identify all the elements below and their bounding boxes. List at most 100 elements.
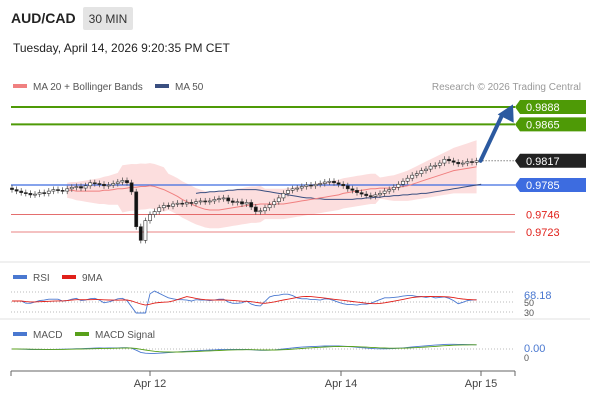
candle-50 xyxy=(240,198,244,207)
candle-81 xyxy=(382,188,387,197)
candle-47 xyxy=(226,194,231,204)
rsi-legend-label: RSI xyxy=(33,273,50,284)
rsi-last-value: 68.18 xyxy=(524,290,552,302)
candle-22 xyxy=(111,180,116,189)
level-tag-4: 0.9746 xyxy=(526,210,560,222)
candle-25 xyxy=(125,177,129,186)
ma50-legend-label: MA 50 xyxy=(175,82,204,93)
candle-36 xyxy=(175,200,180,207)
level-tag-2: 0.9817 xyxy=(515,153,586,168)
candle-35 xyxy=(171,200,175,210)
candle-12 xyxy=(65,185,70,195)
candle-98 xyxy=(460,160,465,167)
candle-37 xyxy=(180,200,185,207)
candle-97 xyxy=(456,159,461,167)
candle-19 xyxy=(97,180,102,188)
candle-42 xyxy=(203,197,208,205)
price-levels xyxy=(11,106,515,233)
x-tick-label-1: Apr 14 xyxy=(325,378,357,390)
level-tag-1: 0.9865 xyxy=(515,117,586,132)
macd-signal-legend-label: MACD Signal xyxy=(95,330,155,341)
candle-24 xyxy=(120,177,125,186)
ma20-line xyxy=(67,166,477,211)
candle-26 xyxy=(129,179,134,195)
candle-17 xyxy=(88,179,93,189)
candle-59 xyxy=(281,190,286,201)
candle-54 xyxy=(258,207,263,215)
candle-57 xyxy=(272,198,277,208)
rsi-ma-legend-label: 9MA xyxy=(82,273,103,284)
candle-65 xyxy=(309,182,313,189)
macd-last-value: 0.00 xyxy=(524,343,545,355)
timeframe-badge[interactable]: 30 MIN xyxy=(83,7,133,30)
candle-44 xyxy=(212,196,217,204)
pair-title: AUD/CAD xyxy=(11,10,76,26)
candle-4 xyxy=(28,190,33,198)
candle-9 xyxy=(51,186,56,195)
level-tag-5: 0.9723 xyxy=(526,227,560,239)
candle-93 xyxy=(437,160,442,169)
candle-99 xyxy=(465,158,470,167)
candle-87 xyxy=(410,172,415,182)
candle-31 xyxy=(152,208,157,218)
candle-90 xyxy=(424,166,428,174)
candle-55 xyxy=(263,204,267,214)
candle-69 xyxy=(327,178,332,186)
candle-71 xyxy=(336,179,341,188)
candle-27 xyxy=(134,188,139,230)
candle-49 xyxy=(235,198,240,206)
candle-40 xyxy=(194,198,198,207)
level-tag-text-4: 0.9746 xyxy=(526,210,560,222)
candle-83 xyxy=(391,184,396,193)
macd-legend-label: MACD xyxy=(33,330,62,341)
candle-84 xyxy=(396,181,401,191)
ma50-legend-swatch xyxy=(155,84,169,88)
candle-58 xyxy=(276,194,281,205)
candle-88 xyxy=(414,170,419,179)
source-label: Research © 2026 Trading Central xyxy=(432,82,581,93)
candle-0 xyxy=(10,185,14,193)
level-tag-0: 0.9888 xyxy=(515,100,586,114)
x-axis-ticks: Apr 12 Apr 14 Apr 15 xyxy=(134,371,497,390)
macd-legend-swatch xyxy=(13,332,27,336)
ma50-line xyxy=(195,183,482,200)
macd-signal-line xyxy=(12,344,477,353)
macd-tick-0: 0 xyxy=(524,353,529,363)
candle-3 xyxy=(23,189,28,197)
candle-56 xyxy=(267,201,272,211)
candle-23 xyxy=(115,178,120,187)
ma20-legend-label: MA 20 + Bollinger Bands xyxy=(33,82,143,93)
rsi-grid xyxy=(11,291,515,313)
level-tag-text-2: 0.9817 xyxy=(526,156,560,168)
candle-52 xyxy=(249,199,254,211)
candle-33 xyxy=(161,202,166,211)
candle-91 xyxy=(428,163,433,173)
rsi-tick-30: 30 xyxy=(524,308,534,318)
candle-60 xyxy=(286,187,290,197)
level-tag-text-1: 0.9865 xyxy=(526,119,560,131)
level-tag-text-5: 0.9723 xyxy=(526,227,560,239)
candle-89 xyxy=(419,167,424,177)
candle-66 xyxy=(313,181,318,189)
candle-68 xyxy=(322,178,327,187)
rsi-ma-line xyxy=(12,295,477,306)
candle-101 xyxy=(474,157,479,166)
candle-79 xyxy=(373,191,378,200)
ma20-legend-swatch xyxy=(13,84,27,88)
candle-94 xyxy=(442,156,447,167)
candle-82 xyxy=(387,186,392,195)
candle-64 xyxy=(304,182,309,190)
candle-34 xyxy=(166,202,171,210)
candle-15 xyxy=(79,183,83,192)
candle-67 xyxy=(318,180,323,188)
candle-74 xyxy=(350,185,355,194)
candle-46 xyxy=(221,194,226,202)
candle-70 xyxy=(332,178,336,186)
candle-92 xyxy=(433,162,438,170)
candle-73 xyxy=(345,182,350,192)
level-tag-text-0: 0.9888 xyxy=(526,102,560,114)
candle-95 xyxy=(447,156,451,164)
rsi-tick-50: 50 xyxy=(524,298,534,308)
